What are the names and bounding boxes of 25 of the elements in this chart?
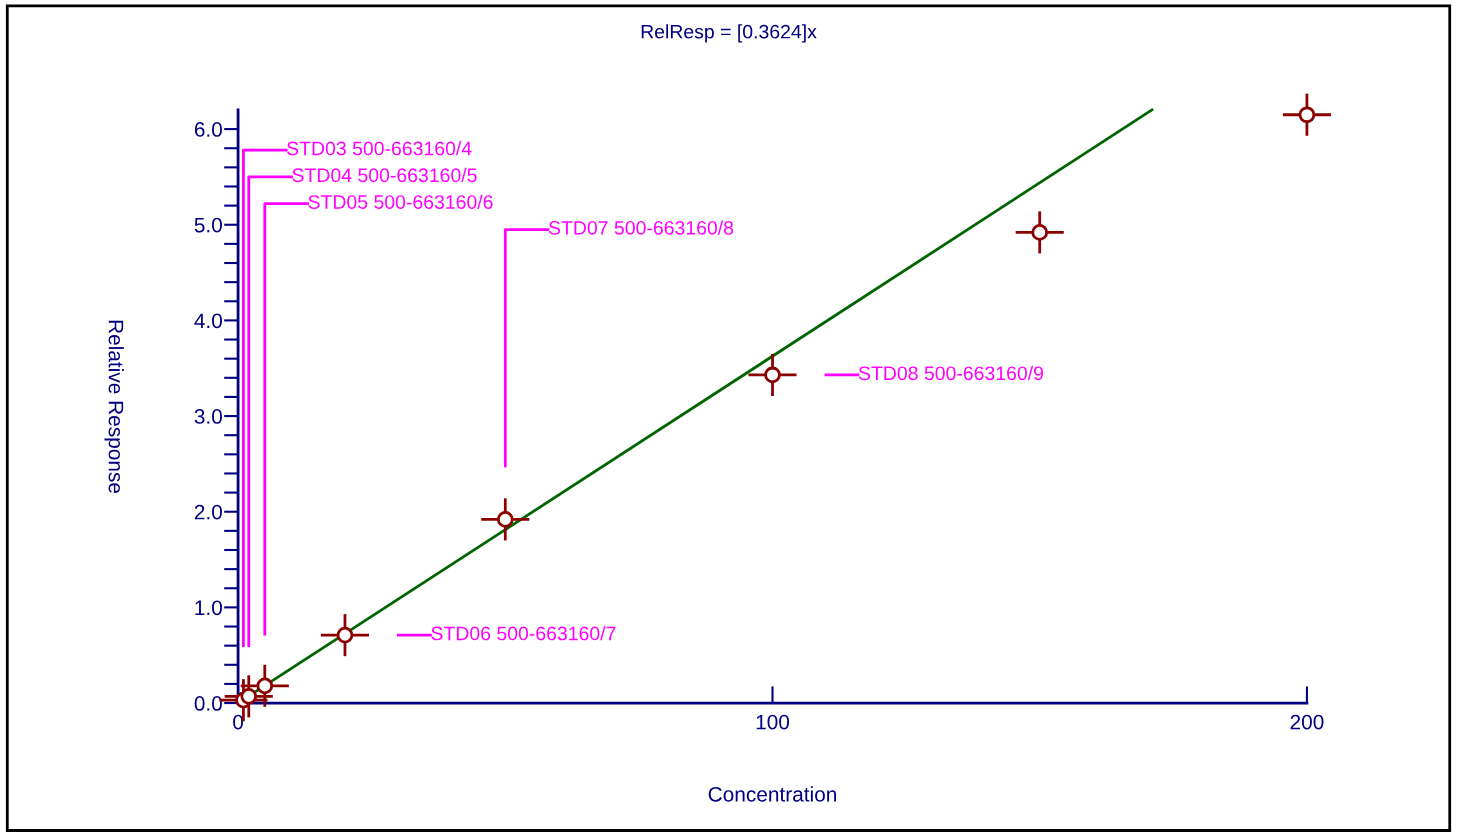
chart-title: RelResp = [0.3624]x — [641, 24, 817, 43]
x-axis-title: Concentration — [708, 786, 837, 802]
point — [496, 511, 514, 528]
point — [1031, 224, 1049, 241]
annotation: STD07 500-663160/8 — [548, 220, 734, 235]
y-tick-label: 4.0 — [194, 313, 222, 329]
point — [1298, 106, 1316, 124]
y-tick-label: 1.0 — [195, 600, 222, 616]
point — [256, 677, 274, 695]
annotation: STD08 500-663160/9 — [858, 365, 1044, 381]
point — [336, 626, 354, 644]
y-tick-label: 2.0 — [194, 504, 222, 520]
annotation: STD03 500-663160/4 — [287, 141, 472, 156]
x-tick-label: 200 — [1290, 714, 1324, 730]
x-tick-label: 100 — [756, 714, 790, 730]
y-tick-label: 6.0 — [194, 122, 222, 137]
annotation: STD05 500-663160/6 — [308, 194, 493, 209]
point — [764, 366, 781, 384]
x-tick-label: 0 — [233, 714, 244, 730]
y-tick-label: 0.0 — [194, 696, 222, 711]
y-axis-title: Relative Response — [104, 320, 124, 494]
y-tick-label: 5.0 — [194, 217, 222, 233]
y-tick-label: 3.0 — [194, 409, 222, 424]
annotation: STD06 500-663160/7 — [431, 626, 616, 641]
annotation: STD04 500-663160/5 — [292, 167, 477, 183]
